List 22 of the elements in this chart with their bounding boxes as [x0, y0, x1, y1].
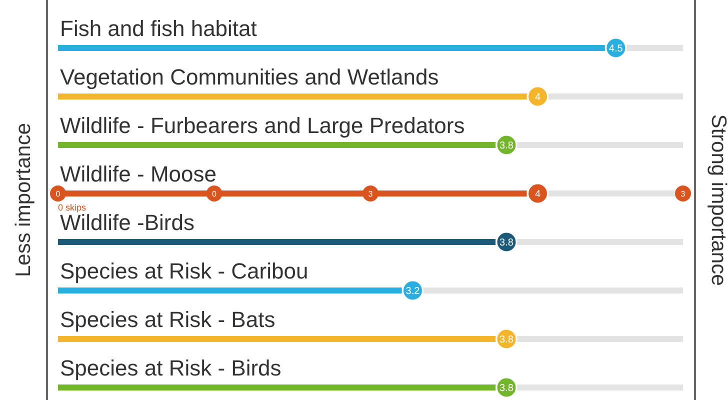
- data-label: 4.5: [608, 44, 624, 54]
- y-tick-label: Species at Risk - Birds: [60, 356, 282, 380]
- data-label: 4: [534, 92, 541, 103]
- data-label: 3.8: [500, 238, 514, 248]
- data-label: 3.8: [500, 140, 514, 152]
- data-label: 3.8: [500, 334, 514, 346]
- y-tick-label: Vegetation Communities and Wetlands: [60, 64, 439, 90]
- data-label: 4: [534, 189, 541, 200]
- y-tick-label: Species at Risk - Bats: [60, 307, 276, 332]
- y2-axis-title: Strong importance: [707, 114, 728, 286]
- annotation: 0: [212, 190, 218, 198]
- y-tick-label: Fish and fish habitat: [60, 16, 257, 41]
- data-label: 3.8: [500, 383, 514, 394]
- y-tick-label: Wildlife - Moose: [60, 162, 216, 186]
- y-tick-label: Wildlife - Furbearers and Large Predators: [60, 113, 465, 138]
- annotation: 3: [368, 190, 374, 198]
- annotation: 3: [680, 190, 686, 198]
- annotation: 0: [56, 190, 61, 198]
- y-tick-label: Species at Risk - Caribou: [60, 258, 308, 284]
- data-label: 3.2: [406, 286, 420, 297]
- y-axis-title: Less importance: [12, 122, 35, 278]
- annotation: 0 skips: [58, 202, 87, 212]
